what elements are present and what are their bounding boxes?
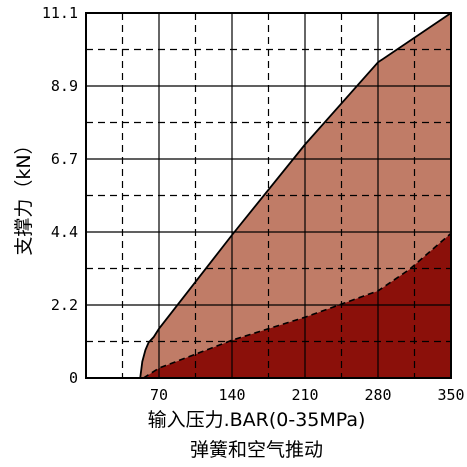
lower-boundary-line xyxy=(142,232,452,379)
boundary-lines xyxy=(139,12,452,379)
y-tick-label: 2.2 xyxy=(51,296,78,314)
y-tick-label: 8.9 xyxy=(51,77,78,95)
y-tick-label: 0 xyxy=(69,369,78,387)
x-tick-label: 140 xyxy=(218,386,245,404)
y-tick-label: 11.1 xyxy=(42,4,78,22)
x-tick-label: 280 xyxy=(364,386,391,404)
y-axis-label: 支撑力（kN） xyxy=(13,135,35,255)
plot-frame xyxy=(85,12,452,379)
y-tick-label: 6.7 xyxy=(51,150,78,168)
x-tick-label: 210 xyxy=(291,386,318,404)
grid-lines xyxy=(86,13,451,378)
x-axis-sublabel: 弹簧和空气推动 xyxy=(190,439,323,461)
y-tick-label: 4.4 xyxy=(51,223,78,241)
x-tick-labels: 70 140 210 280 350 xyxy=(150,386,465,404)
x-tick-label: 350 xyxy=(437,386,464,404)
y-tick-labels: 0 2.2 4.4 6.7 8.9 11.1 xyxy=(42,4,78,387)
x-axis-label: 输入压力.BAR(0-35MPa) xyxy=(148,409,366,431)
x-tick-label: 70 xyxy=(150,386,168,404)
upper-boundary-line xyxy=(139,12,452,379)
